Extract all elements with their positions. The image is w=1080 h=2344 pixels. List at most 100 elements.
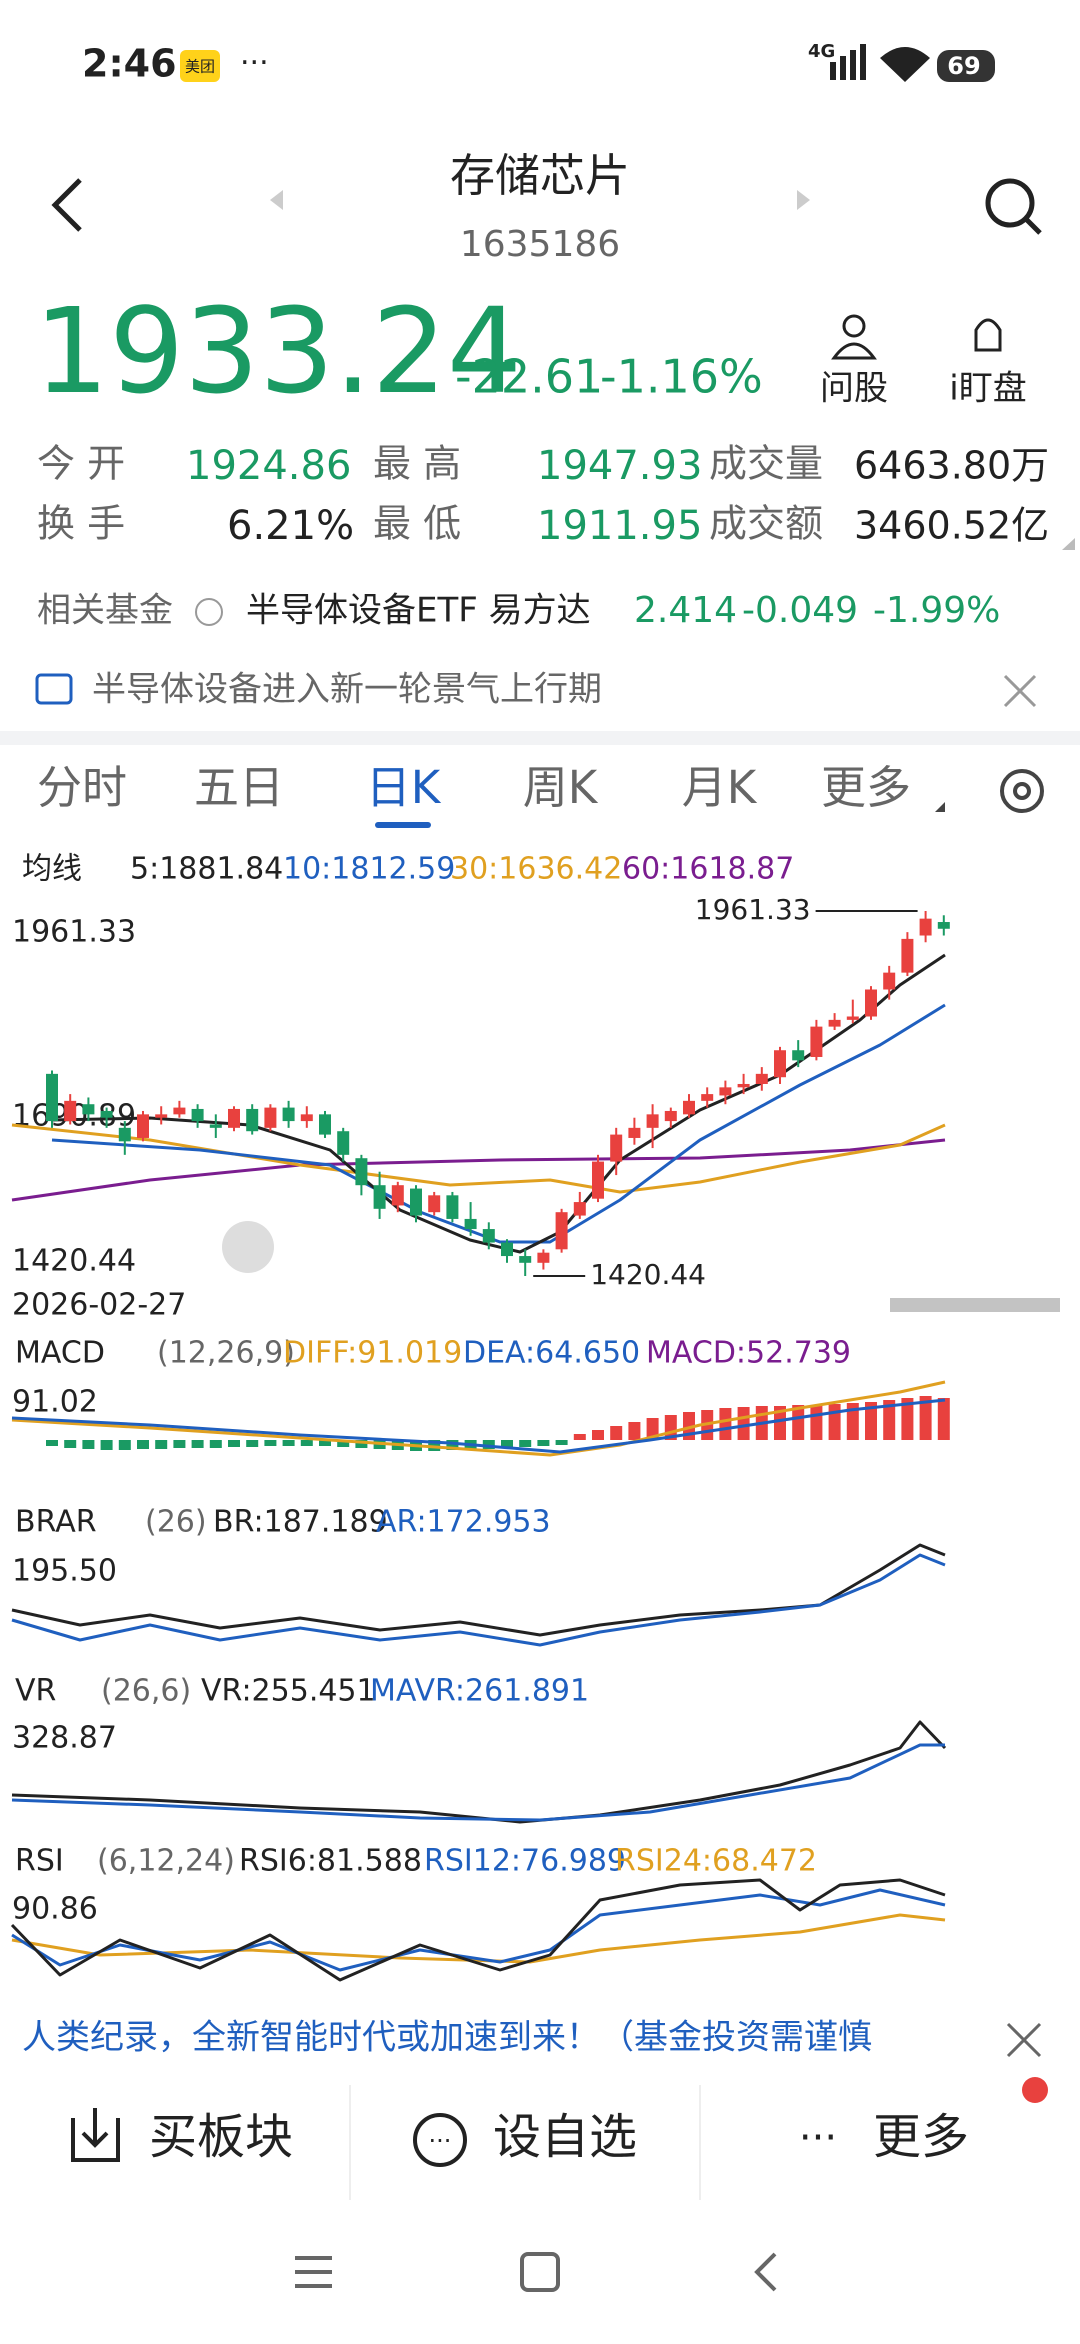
prev-stock[interactable] bbox=[270, 190, 283, 210]
info-icon[interactable] bbox=[195, 598, 223, 626]
macd-bar bbox=[282, 1440, 295, 1446]
ticker-bg bbox=[0, 2005, 1080, 2075]
tab[interactable]: 月K bbox=[682, 761, 758, 814]
back-button[interactable] bbox=[51, 178, 82, 232]
macd-bar bbox=[592, 1430, 604, 1440]
nav-home[interactable] bbox=[520, 2252, 560, 2292]
signal bbox=[860, 44, 866, 80]
macd-bar bbox=[901, 1398, 914, 1440]
macd-bar bbox=[774, 1406, 786, 1440]
more-icon[interactable]: ··· bbox=[799, 2115, 837, 2161]
nav-back[interactable] bbox=[754, 2252, 777, 2292]
candle-body bbox=[191, 1108, 204, 1122]
wifi bbox=[880, 47, 930, 82]
candle-body bbox=[100, 1110, 113, 1118]
stat-label: 换 手 bbox=[37, 502, 125, 546]
news[interactable]: 半导体设备进入新一轮景气上行期 bbox=[92, 670, 602, 710]
watch-icon[interactable] bbox=[974, 318, 1002, 352]
indicator-value: AR:172.953 bbox=[376, 1505, 551, 1540]
indicator-scale: 91.02 bbox=[12, 1385, 98, 1420]
tab[interactable]: 分时 bbox=[37, 761, 127, 814]
candle-body bbox=[337, 1131, 350, 1155]
dea-line bbox=[11, 1398, 946, 1454]
rsi24-line bbox=[11, 1913, 946, 1964]
watch-button[interactable]: i盯盘 bbox=[949, 369, 1026, 409]
date: 2026-02-27 bbox=[12, 1288, 186, 1323]
indicator-name[interactable]: VR bbox=[15, 1674, 56, 1709]
ask-button[interactable]: 问股 bbox=[820, 369, 888, 409]
ma60-line bbox=[11, 1138, 946, 1202]
time: 2:46 bbox=[82, 42, 177, 86]
tab[interactable]: 更多 bbox=[821, 761, 911, 814]
indicator-value: BR:187.189 bbox=[213, 1505, 388, 1540]
macd-bar bbox=[792, 1405, 805, 1440]
y-label: 1420.44 bbox=[12, 1244, 136, 1279]
buy-button[interactable]: 买板块 bbox=[149, 2109, 293, 2165]
candle-body bbox=[519, 1256, 532, 1263]
ma-label[interactable]: 均线 bbox=[22, 852, 82, 887]
macd-bar bbox=[337, 1440, 350, 1447]
watchlist-icon[interactable] bbox=[413, 2113, 467, 2167]
expand[interactable] bbox=[1062, 538, 1075, 550]
ask-icon[interactable] bbox=[842, 314, 866, 338]
tab-active[interactable]: 日K bbox=[366, 761, 442, 814]
macd-bar bbox=[118, 1440, 131, 1450]
macd-bar bbox=[300, 1440, 313, 1446]
candle-body bbox=[628, 1127, 641, 1138]
indicator-name[interactable]: MACD bbox=[15, 1336, 105, 1371]
next-stock[interactable] bbox=[797, 190, 810, 210]
indicator-name[interactable]: BRAR bbox=[15, 1505, 97, 1540]
nav-menu[interactable] bbox=[295, 2256, 332, 2288]
candle-body bbox=[428, 1195, 441, 1213]
search-button[interactable] bbox=[985, 178, 1035, 228]
tab-underline bbox=[375, 822, 431, 828]
macd-bar bbox=[137, 1440, 149, 1449]
candle-body bbox=[792, 1050, 805, 1061]
close-ticker[interactable] bbox=[1006, 2022, 1042, 2058]
candle-body bbox=[901, 938, 914, 973]
macd-bar bbox=[173, 1440, 186, 1448]
min-label: 1420.44 bbox=[590, 1258, 706, 1291]
ma10: 10:1812.59 bbox=[283, 852, 455, 887]
indicator-value: RSI12:76.989 bbox=[424, 1844, 626, 1879]
macd-bar bbox=[155, 1440, 168, 1449]
candle-body bbox=[810, 1026, 823, 1057]
watermark bbox=[222, 1221, 274, 1273]
tab[interactable]: 周K bbox=[523, 761, 599, 814]
close-news[interactable] bbox=[1003, 674, 1037, 708]
ma5: 5:1881.84 bbox=[130, 852, 283, 887]
candle-body bbox=[209, 1124, 222, 1128]
fund-label: 相关基金 bbox=[37, 591, 173, 631]
macd-bar bbox=[46, 1440, 58, 1446]
macd-bar bbox=[501, 1440, 513, 1448]
candle-body bbox=[282, 1107, 295, 1122]
candle-body bbox=[46, 1073, 58, 1122]
settings[interactable] bbox=[1000, 769, 1044, 813]
indicator-name[interactable]: RSI bbox=[15, 1844, 64, 1879]
fund-name[interactable]: 半导体设备ETF 易方达 bbox=[246, 591, 591, 631]
candle-body bbox=[264, 1107, 277, 1128]
macd-bar bbox=[355, 1440, 368, 1448]
fund-change-pct: -1.99% bbox=[873, 590, 1000, 631]
macd-bar bbox=[191, 1440, 204, 1448]
candle-body bbox=[719, 1087, 732, 1096]
candle-body bbox=[937, 922, 950, 929]
candle-body bbox=[737, 1083, 750, 1088]
macd-bar bbox=[64, 1440, 77, 1448]
watchlist-button[interactable]: 设自选 bbox=[493, 2109, 637, 2165]
ticker[interactable]: 人类纪录，全新智能时代或加速到来！（基金投资需谨慎 bbox=[22, 2018, 872, 2058]
stat-label: 最 高 bbox=[373, 442, 461, 486]
buy-icon[interactable] bbox=[71, 2108, 120, 2162]
more-button[interactable]: 更多 bbox=[873, 2109, 969, 2165]
stat-value: 1924.86 bbox=[186, 443, 351, 489]
candle-body bbox=[701, 1094, 714, 1101]
signal bbox=[850, 50, 856, 80]
tab[interactable]: 五日 bbox=[194, 761, 284, 814]
indicator-scale: 90.86 bbox=[12, 1892, 98, 1927]
candle-body bbox=[664, 1110, 677, 1122]
network: 4G bbox=[808, 41, 835, 62]
fund-change: -0.049 bbox=[742, 590, 858, 631]
indicator-value: VR:255.451 bbox=[201, 1674, 376, 1709]
candle-body bbox=[846, 1016, 859, 1020]
